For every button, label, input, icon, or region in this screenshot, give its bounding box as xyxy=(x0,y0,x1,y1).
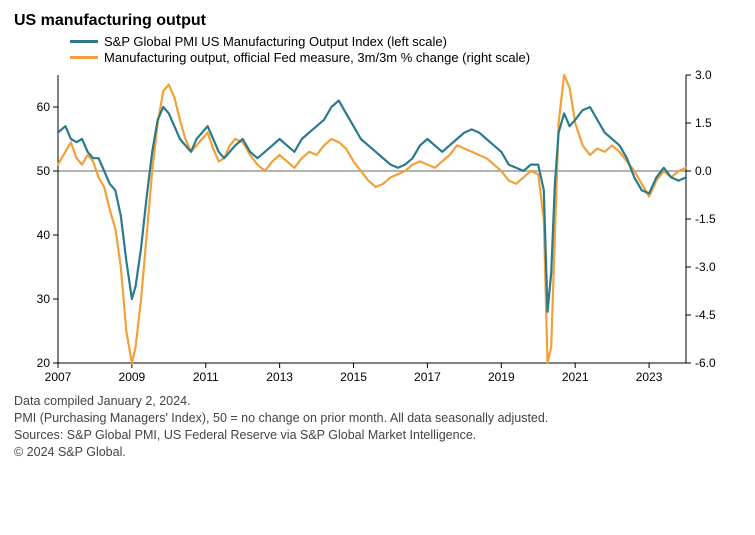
svg-text:3.0: 3.0 xyxy=(695,68,712,82)
legend-item-1: S&P Global PMI US Manufacturing Output I… xyxy=(70,34,741,49)
svg-text:0.0: 0.0 xyxy=(695,164,712,178)
svg-text:50: 50 xyxy=(37,164,51,178)
legend-item-2: Manufacturing output, official Fed measu… xyxy=(70,50,741,65)
legend-swatch-2 xyxy=(70,56,98,59)
svg-text:2019: 2019 xyxy=(488,370,515,384)
svg-text:-4.5: -4.5 xyxy=(695,308,716,322)
footnotes: Data compiled January 2, 2024. PMI (Purc… xyxy=(14,393,741,461)
legend: S&P Global PMI US Manufacturing Output I… xyxy=(70,34,741,65)
svg-text:1.5: 1.5 xyxy=(695,116,712,130)
svg-text:2015: 2015 xyxy=(340,370,367,384)
chart-area: -6.0 -4.5 -3.0 -1.5 0.0 1.5 3.0 20 30 40 50 60 2007 2… xyxy=(14,67,741,387)
svg-text:-1.5: -1.5 xyxy=(695,212,716,226)
footnote-line-3: Sources: S&P Global PMI, US Federal Rese… xyxy=(14,427,741,444)
footnote-line-2: PMI (Purchasing Managers' Index), 50 = n… xyxy=(14,410,741,427)
footnote-line-4: © 2024 S&P Global. xyxy=(14,444,741,461)
svg-text:60: 60 xyxy=(37,100,51,114)
svg-text:2011: 2011 xyxy=(193,370,219,384)
svg-text:20: 20 xyxy=(37,356,51,370)
svg-text:30: 30 xyxy=(37,292,51,306)
svg-text:2023: 2023 xyxy=(636,370,663,384)
chart-svg: -6.0 -4.5 -3.0 -1.5 0.0 1.5 3.0 20 30 40 50 60 2007 2… xyxy=(14,67,732,387)
svg-text:2017: 2017 xyxy=(414,370,441,384)
chart-title: US manufacturing output xyxy=(14,12,741,30)
svg-text:-6.0: -6.0 xyxy=(695,356,716,370)
svg-text:2009: 2009 xyxy=(119,370,146,384)
svg-text:-3.0: -3.0 xyxy=(695,260,716,274)
legend-swatch-1 xyxy=(70,40,98,43)
svg-text:40: 40 xyxy=(37,228,51,242)
svg-text:2007: 2007 xyxy=(45,370,72,384)
footnote-line-1: Data compiled January 2, 2024. xyxy=(14,393,741,410)
legend-label-2: Manufacturing output, official Fed measu… xyxy=(104,50,530,65)
svg-text:2013: 2013 xyxy=(266,370,293,384)
svg-text:2021: 2021 xyxy=(562,370,589,384)
legend-label-1: S&P Global PMI US Manufacturing Output I… xyxy=(104,34,447,49)
